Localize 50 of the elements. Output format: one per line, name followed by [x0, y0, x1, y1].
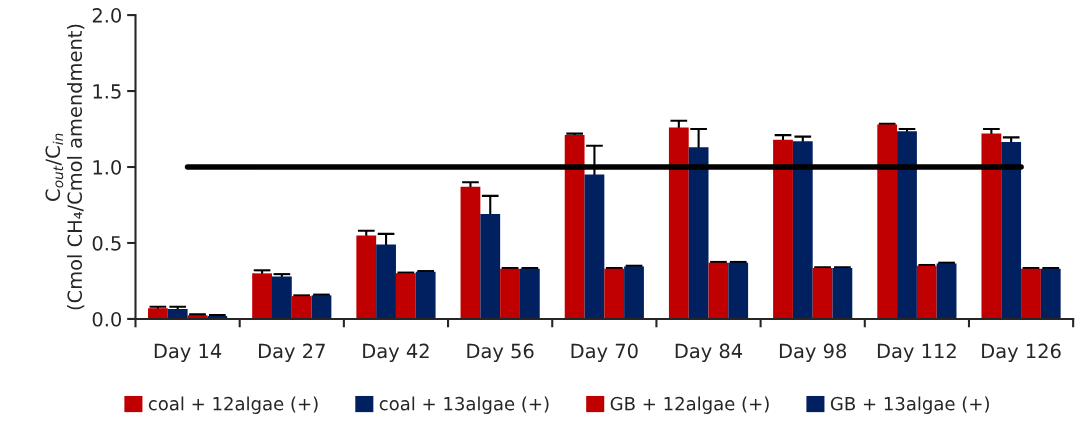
- x-tick-label: Day 56: [467, 343, 534, 363]
- bar: [584, 174, 605, 319]
- bar: [773, 139, 793, 319]
- y-axis-title: C$_{out}$/C$_{in}$ (Cmol CH₄/Cmol amendment): [45, 24, 85, 310]
- bar: [668, 127, 689, 319]
- bar: [877, 124, 898, 319]
- bar: [415, 271, 436, 319]
- x-tick-label: Day 112: [877, 343, 956, 363]
- legend-label: coal + 12algae (+): [148, 396, 318, 414]
- bar: [252, 273, 272, 319]
- x-tick-label: Day 84: [675, 343, 743, 363]
- y-tick-label: 0.5: [92, 235, 121, 251]
- bar: [728, 262, 749, 319]
- y-tick-label: 0.0: [92, 311, 122, 327]
- bar: [480, 214, 501, 319]
- x-tick-label: Day 27: [259, 343, 325, 363]
- legend-label: GB + 12algae (+): [610, 396, 769, 414]
- bar: [356, 235, 377, 319]
- bar: [708, 262, 729, 319]
- bar: [564, 135, 585, 319]
- bar: [1040, 268, 1061, 319]
- bar: [519, 268, 540, 319]
- y-tick-label: 1.0: [93, 159, 122, 175]
- x-tick-label: Day 98: [779, 343, 847, 363]
- x-tick-label: Day 70: [571, 343, 638, 363]
- bar: [688, 147, 709, 319]
- bar: [812, 268, 833, 319]
- bar: [376, 244, 396, 319]
- x-tick-label: Day 14: [154, 343, 222, 363]
- x-tick-label: Day 42: [363, 343, 429, 363]
- bar: [936, 263, 957, 319]
- bar: [897, 131, 917, 319]
- bar: [271, 276, 292, 319]
- legend-label: coal + 13algae (+): [379, 396, 549, 414]
- legend-label: GB + 13algae (+): [830, 396, 989, 414]
- y-tick-label: 1.5: [93, 84, 121, 99]
- bar: [916, 265, 937, 319]
- bar: [832, 268, 853, 319]
- bar: [624, 266, 644, 319]
- bar: [1001, 141, 1022, 319]
- bar: [395, 273, 416, 319]
- bar: [604, 268, 625, 319]
- bar: [500, 268, 520, 319]
- bar: [167, 309, 188, 319]
- bar: [1021, 268, 1041, 319]
- x-tick-label: Day 126: [982, 343, 1061, 363]
- bar: [981, 133, 1002, 319]
- bar: [792, 141, 813, 319]
- y-tick-label: 2.0: [92, 8, 122, 23]
- bar: [460, 186, 481, 319]
